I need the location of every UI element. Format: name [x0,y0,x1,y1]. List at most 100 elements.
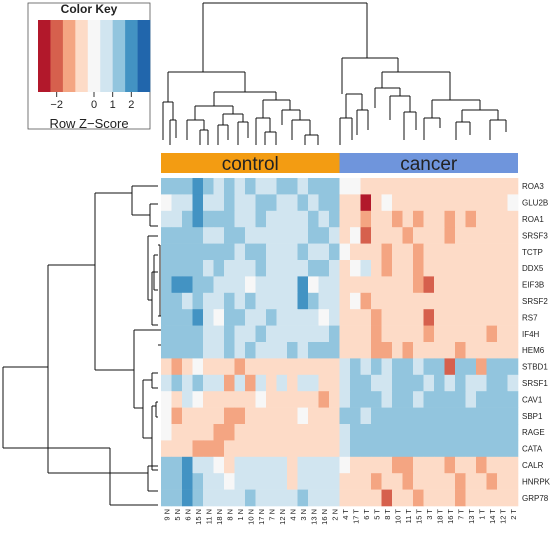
heatmap-cell [161,276,172,294]
heatmap-cell [423,243,435,261]
heatmap-cell [171,440,183,458]
heatmap-cell [402,227,414,244]
heatmap-cell [276,374,288,392]
heatmap-cell [161,309,172,326]
heatmap-cell [224,276,235,294]
heatmap-cell [476,473,487,490]
heatmap-cell [213,456,225,474]
heatmap-cell [192,260,204,277]
heatmap-cell [507,210,519,228]
heatmap-cell [486,342,498,359]
heatmap-cell [192,325,204,343]
heatmap-cell [213,391,225,408]
row-label: ROA3 [522,182,544,191]
heatmap-cell [339,227,351,244]
heatmap-cell [360,210,372,228]
row-label: CALR [522,461,544,470]
heatmap-cell [213,440,225,458]
heatmap-cell [245,309,256,326]
column-label: 6 N [183,509,192,521]
heatmap-cell [255,342,267,359]
heatmap-cell [308,489,319,507]
heatmap-cell [329,374,340,392]
heatmap-cell [318,194,330,212]
heatmap-cell [224,456,235,474]
row-label: GRP78 [522,494,549,503]
heatmap-cell [444,473,456,490]
heatmap-cell [455,440,466,458]
column-label: 6 T [362,509,371,520]
heatmap-cell [171,473,183,490]
heatmap-cell [402,358,414,376]
heatmap-cell [350,407,361,425]
column-label: 5 N [173,509,182,521]
heatmap-cell [381,276,393,294]
heatmap-cell [287,473,298,490]
heatmap-cell [381,358,393,376]
heatmap-cell [360,489,372,507]
heatmap-cell [476,309,487,326]
heatmap-cell [402,309,414,326]
heatmap-cell [360,374,372,392]
heatmap-cell [276,325,288,343]
color-key-bar [38,20,151,92]
heatmap-cell [486,489,498,507]
group-bar-segment [161,153,340,173]
heatmap-cell [455,227,466,244]
heatmap-cell [161,489,172,507]
heatmap-cell [360,440,372,458]
heatmap-cell [318,407,330,425]
heatmap-cell [444,358,456,376]
heatmap-cell [350,178,361,195]
heatmap-cell [224,309,235,326]
row-label: HEM6 [522,346,545,355]
heatmap-cell [203,374,214,392]
heatmap-cell [171,227,183,244]
heatmap-cell [371,489,382,507]
heatmap-cell [486,391,498,408]
heatmap-cell [381,178,393,195]
heatmap-cell [192,194,204,212]
heatmap-cell [329,391,340,408]
heatmap-cell [413,473,424,490]
heatmap-cell [234,407,246,425]
heatmap-cell [234,489,246,507]
heatmap-cell [339,407,351,425]
heatmap-cell [308,342,319,359]
heatmap-cell [465,194,477,212]
heatmap-cell [266,424,277,441]
heatmap-cell [171,194,183,212]
heatmap-cell [192,473,204,490]
heatmap-cell [423,358,435,376]
heatmap-cell [276,210,288,228]
color-key-ticks: −2 0 1 2 [50,92,134,111]
heatmap-cell [297,342,309,359]
heatmap-cell [161,292,172,310]
column-label: 18 N [215,509,224,525]
heatmap-cell [266,325,277,343]
heatmap-cell [182,260,193,277]
heatmap-cell [287,292,298,310]
heatmap-cell [392,227,403,244]
heatmap-cell [266,178,277,195]
heatmap-cell [203,489,214,507]
heatmap-cell [360,358,372,376]
heatmap-cell [392,473,403,490]
column-label: 18 T [435,509,444,524]
heatmap-cell [402,440,414,458]
heatmap-cell [182,391,193,408]
heatmap-cell [497,424,508,441]
heatmap-cell [318,489,330,507]
heatmap-cell [413,210,424,228]
heatmap-cell [476,456,487,474]
heatmap-cell [255,440,267,458]
heatmap-cell [308,178,319,195]
heatmap-cell [182,473,193,490]
column-label: 9 N [162,509,171,521]
heatmap-cell [360,342,372,359]
heatmap-cell [339,260,351,277]
heatmap-cell [192,342,204,359]
heatmap-cell [371,456,382,474]
heatmap-cell [339,358,351,376]
